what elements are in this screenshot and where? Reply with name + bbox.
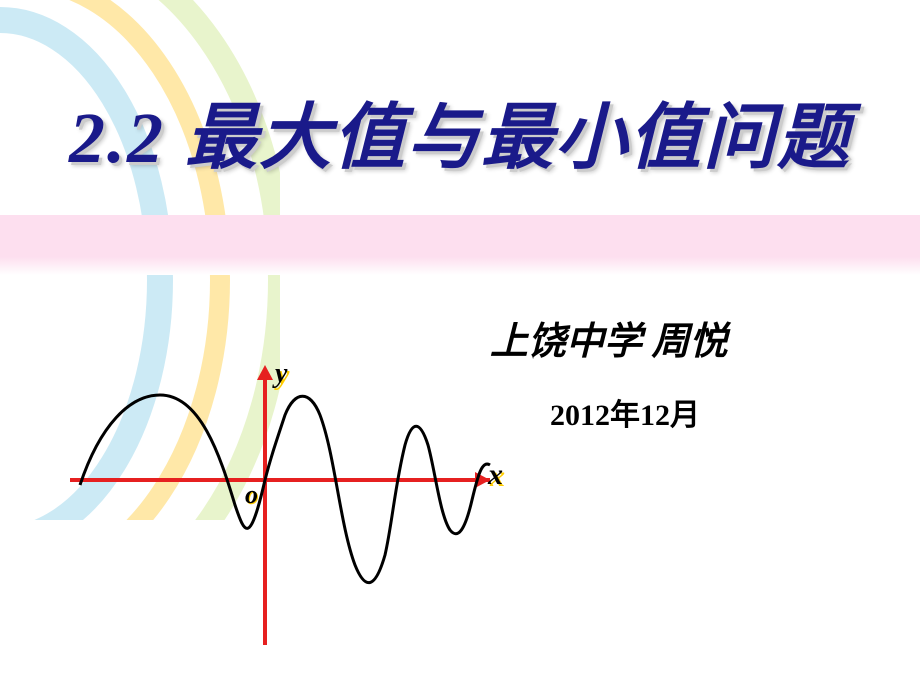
slide-title: 2.2 最大值与最小值问题: [0, 78, 920, 183]
y-axis-label: y: [275, 358, 287, 390]
accent-bar: [0, 215, 920, 275]
function-graph: [70, 365, 510, 665]
date-text: 2012年12月: [550, 390, 700, 434]
origin-label: o: [245, 480, 258, 510]
author-text: 上饶中学 周悦: [490, 310, 728, 365]
x-axis-label: x: [488, 458, 503, 492]
